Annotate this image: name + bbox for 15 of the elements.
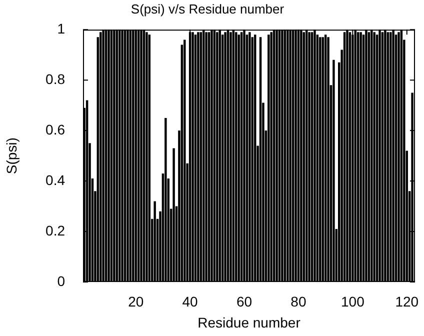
chart-title: S(psi) v/s Residue number: [130, 1, 285, 16]
y-tick-label: 0.4: [46, 172, 66, 188]
y-tick-label: 1: [57, 20, 66, 36]
x-tick-label: 100: [340, 293, 365, 310]
x-tick-label: 40: [182, 293, 198, 310]
x-tick-label: 60: [236, 293, 252, 310]
x-axis-title: Residue number: [198, 314, 301, 330]
y-tick-label: 0.6: [46, 121, 66, 138]
y-tick-label: 0: [57, 272, 66, 289]
y-tick-label: 0.8: [46, 70, 66, 87]
y-tick-label: 0.2: [46, 222, 66, 238]
x-tick-label: 20: [128, 293, 144, 310]
x-tick-label: 120: [395, 293, 419, 310]
y-axis-title: S(psi): [3, 138, 20, 174]
x-tick-label: 80: [290, 293, 306, 310]
